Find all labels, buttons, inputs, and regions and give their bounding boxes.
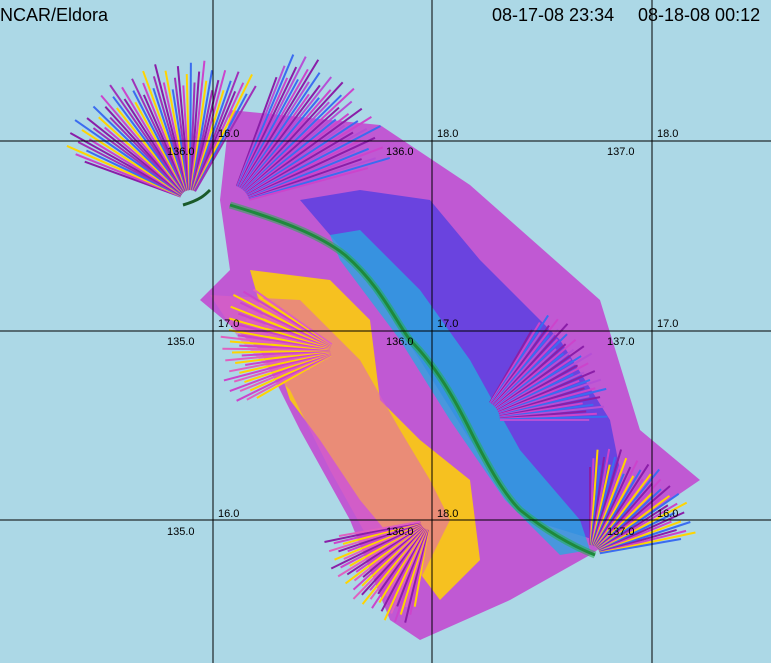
flight-track-highlight xyxy=(228,201,597,559)
radar-beam xyxy=(246,128,368,197)
radar-beam xyxy=(496,352,593,411)
radar-beam xyxy=(241,84,321,190)
lat-label: 16.0 xyxy=(218,508,240,520)
radar-beam xyxy=(239,59,320,189)
radar-beam xyxy=(239,81,310,189)
radar-beam xyxy=(252,288,333,346)
radar-beam xyxy=(244,106,340,193)
lat-label: 16.0 xyxy=(218,128,240,140)
radar-beam xyxy=(240,72,321,189)
lon-label: 137.0 xyxy=(607,146,635,158)
end-time-label: 08-18-08 00:12 xyxy=(638,5,761,25)
source-label: NCAR/Eldora xyxy=(0,5,109,25)
radar-fan-southwest xyxy=(220,288,430,623)
radar-beam xyxy=(338,520,421,538)
radar-beam xyxy=(499,415,608,421)
radar-beam xyxy=(194,85,257,192)
lat-label: 18.0 xyxy=(657,128,679,140)
lat-label: 18.0 xyxy=(437,508,459,520)
radar-beam xyxy=(245,113,350,194)
radar-beam xyxy=(490,314,549,404)
radar-beam xyxy=(192,71,240,192)
radar-beam xyxy=(189,62,192,191)
radar-beam xyxy=(247,139,362,198)
lat-label: 16.0 xyxy=(657,508,679,520)
radar-beam xyxy=(69,132,182,196)
radar-beam xyxy=(245,107,363,195)
start-time-label: 08-17-08 23:34 xyxy=(492,5,615,25)
radar-beam xyxy=(247,136,376,198)
lon-label: 135.0 xyxy=(167,336,195,348)
radar-beam xyxy=(498,378,602,415)
radar-beam xyxy=(246,116,372,196)
radar-beam xyxy=(599,537,682,555)
radar-beam xyxy=(236,65,286,187)
radar-beam xyxy=(142,70,188,191)
radar-beam xyxy=(74,119,183,196)
radar-beam xyxy=(242,89,332,191)
radar-beam xyxy=(246,120,359,195)
radar-beam xyxy=(242,81,344,191)
radar-beam xyxy=(244,100,353,193)
radar-beam xyxy=(492,323,569,406)
radar-beam xyxy=(494,339,577,408)
radar-beam xyxy=(248,157,376,200)
radar-beam xyxy=(248,146,384,199)
radar-fan-northwest xyxy=(66,54,391,201)
radar-beam xyxy=(190,60,206,191)
radar-fan-east xyxy=(489,314,608,421)
lon-label: 136.0 xyxy=(167,146,195,158)
radar-beam xyxy=(236,54,295,187)
lon-label: 136.0 xyxy=(386,526,414,538)
radar-beam xyxy=(154,64,189,191)
radar-beam xyxy=(243,87,355,193)
radar-beam xyxy=(243,94,343,192)
lon-label: 135.0 xyxy=(167,526,195,538)
lon-label: 136.0 xyxy=(386,146,414,158)
lon-label: 136.0 xyxy=(386,336,414,348)
radar-beam xyxy=(499,387,607,417)
radar-beam xyxy=(249,167,369,201)
lat-label: 17.0 xyxy=(437,318,459,330)
radar-beam xyxy=(491,318,559,405)
radar-beam xyxy=(247,125,381,197)
radar-beam xyxy=(238,56,307,188)
radar-beam xyxy=(241,76,333,190)
radar-beam xyxy=(248,147,370,199)
radar-beam xyxy=(499,405,605,419)
radar-beam xyxy=(109,84,186,193)
radar-beam xyxy=(239,68,309,189)
radar-beam xyxy=(100,94,185,194)
lat-label: 17.0 xyxy=(657,318,679,330)
radar-beam xyxy=(495,345,585,410)
radar-beam xyxy=(237,66,298,188)
radar-beam xyxy=(498,370,596,414)
lat-label: 18.0 xyxy=(437,128,459,140)
lat-label: 17.0 xyxy=(218,318,240,330)
radar-beam xyxy=(193,74,253,192)
lon-label: 137.0 xyxy=(607,526,635,538)
lon-label: 137.0 xyxy=(607,336,635,348)
radar-fan-southeast xyxy=(589,448,696,555)
radar-beam xyxy=(248,156,391,201)
